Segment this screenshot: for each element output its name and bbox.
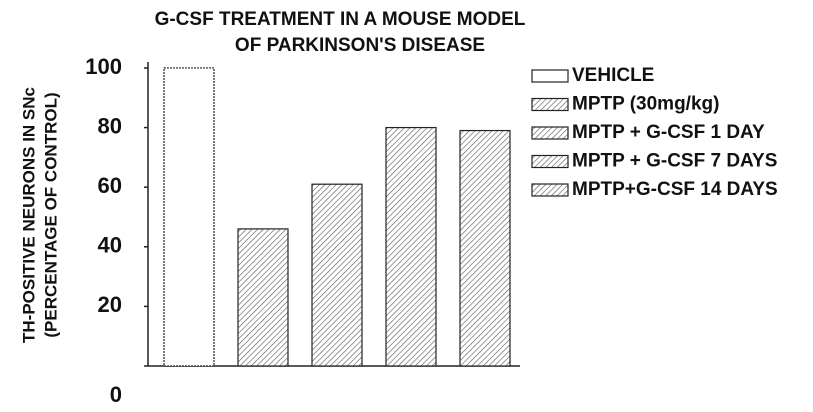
y-tick-label: 40: [98, 233, 122, 258]
legend-label: MPTP + G-CSF 1 DAY: [572, 122, 765, 143]
y-tick-label: 100: [85, 54, 122, 79]
chart-title: OF PARKINSON'S DISEASE: [235, 35, 485, 56]
y-tick-label: 60: [98, 173, 122, 198]
y-tick-label: 0: [110, 382, 122, 407]
legend-swatch: [531, 154, 569, 169]
legend-label: VEHICLE: [572, 65, 654, 86]
legend-swatch: [531, 97, 569, 112]
bar: [237, 228, 289, 367]
y-tick-label: 80: [98, 113, 122, 138]
bar: [163, 67, 215, 367]
bar: [385, 126, 437, 367]
legend-swatch: [531, 183, 569, 197]
bar: [459, 129, 511, 367]
legend-label: MPTP+G-CSF 14 DAYS: [572, 179, 778, 200]
legend-swatch: [531, 69, 569, 83]
y-tick-label: 20: [98, 292, 122, 317]
legend-label: MPTP (30mg/kg): [572, 94, 719, 115]
legend-label: MPTP + G-CSF 7 DAYS: [572, 151, 777, 172]
y-axis-label: TH-POSITIVE NEURONS IN SNc: [19, 87, 38, 343]
chart-title: G-CSF TREATMENT IN A MOUSE MODEL: [155, 9, 526, 30]
bar: [311, 183, 363, 367]
y-axis-label: (PERCENTAGE OF CONTROL): [41, 92, 60, 337]
legend-swatch: [531, 126, 569, 140]
